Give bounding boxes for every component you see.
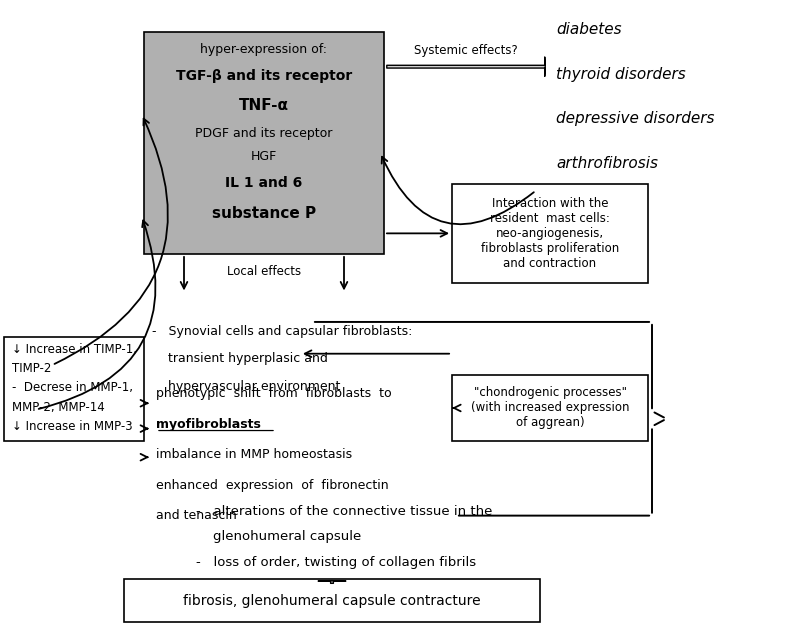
Text: Systemic effects?: Systemic effects?	[414, 44, 518, 57]
Text: fibrosis, glenohumeral capsule contracture: fibrosis, glenohumeral capsule contractu…	[183, 594, 481, 608]
Text: HGF: HGF	[251, 150, 277, 163]
Text: substance P: substance P	[212, 206, 316, 222]
FancyBboxPatch shape	[4, 337, 144, 441]
Text: TNF-α: TNF-α	[239, 98, 289, 112]
Text: -   loss of order, twisting of collagen fibrils: - loss of order, twisting of collagen fi…	[196, 556, 476, 568]
Text: imbalance in MMP homeostasis: imbalance in MMP homeostasis	[156, 448, 352, 461]
Text: -   Synovial cells and capsular fibroblasts:: - Synovial cells and capsular fibroblast…	[152, 325, 412, 338]
Text: -  Decrese in MMP-1,: - Decrese in MMP-1,	[12, 382, 133, 394]
Text: diabetes: diabetes	[556, 22, 622, 37]
Text: depressive disorders: depressive disorders	[556, 111, 714, 126]
Text: enhanced  expression  of  fibronectin: enhanced expression of fibronectin	[156, 479, 389, 491]
Text: and tenascin: and tenascin	[156, 509, 237, 522]
FancyBboxPatch shape	[144, 32, 384, 254]
Text: -   alterations of the connective tissue in the: - alterations of the connective tissue i…	[196, 505, 492, 518]
FancyBboxPatch shape	[452, 375, 648, 441]
Text: phenotypic  shift  from  fibroblasts  to: phenotypic shift from fibroblasts to	[156, 387, 392, 400]
Text: ↓ Increase in MMP-3: ↓ Increase in MMP-3	[12, 420, 133, 432]
Text: TGF-β and its receptor: TGF-β and its receptor	[176, 69, 352, 83]
Text: TIMP-2: TIMP-2	[12, 363, 51, 375]
Text: myofibroblasts: myofibroblasts	[156, 418, 261, 431]
Text: thyroid disorders: thyroid disorders	[556, 67, 686, 82]
Text: arthrofibrosis: arthrofibrosis	[556, 156, 658, 171]
Text: MMP-2, MMP-14: MMP-2, MMP-14	[12, 401, 105, 413]
FancyBboxPatch shape	[452, 184, 648, 283]
Text: PDGF and its receptor: PDGF and its receptor	[195, 128, 333, 140]
Text: Local effects: Local effects	[227, 265, 301, 278]
Text: "chondrogenic processes"
(with increased expression
of aggrean): "chondrogenic processes" (with increased…	[470, 387, 630, 429]
Text: hypervascular environment: hypervascular environment	[152, 380, 340, 392]
Text: IL 1 and 6: IL 1 and 6	[226, 176, 302, 190]
Text: hyper-expression of:: hyper-expression of:	[201, 43, 327, 56]
Text: ↓ Increase in TIMP-1,: ↓ Increase in TIMP-1,	[12, 344, 137, 356]
FancyBboxPatch shape	[124, 579, 540, 622]
Text: transient hyperplasic and: transient hyperplasic and	[152, 352, 328, 365]
Text: glenohumeral capsule: glenohumeral capsule	[196, 530, 362, 543]
Text: Interaction with the
resident  mast cells:
neo-angiogenesis,
fibroblasts prolife: Interaction with the resident mast cells…	[481, 197, 619, 270]
